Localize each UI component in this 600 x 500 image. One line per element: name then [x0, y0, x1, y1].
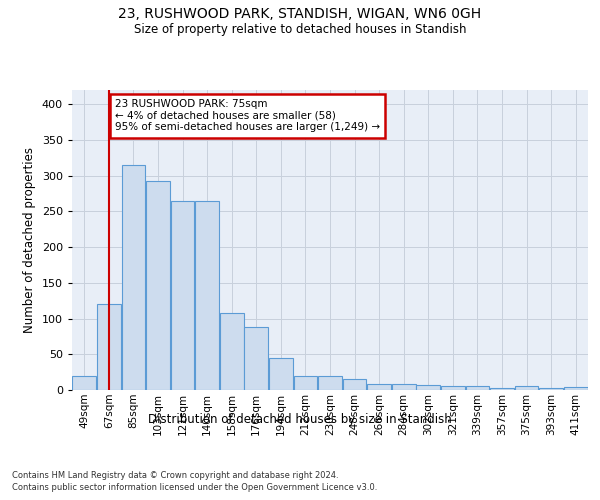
Bar	[466, 386, 490, 390]
Bar	[539, 388, 563, 390]
Bar	[220, 313, 244, 390]
Bar	[146, 180, 170, 390]
Text: Size of property relative to detached houses in Standish: Size of property relative to detached ho…	[134, 22, 466, 36]
Text: Contains public sector information licensed under the Open Government Licence v3: Contains public sector information licen…	[12, 484, 377, 492]
Bar	[73, 376, 96, 390]
Text: 23, RUSHWOOD PARK, STANDISH, WIGAN, WN6 0GH: 23, RUSHWOOD PARK, STANDISH, WIGAN, WN6 …	[118, 8, 482, 22]
Y-axis label: Number of detached properties: Number of detached properties	[23, 147, 36, 333]
Bar	[318, 376, 342, 390]
Bar	[441, 386, 465, 390]
Bar	[343, 380, 367, 390]
Bar	[195, 200, 219, 390]
Bar	[490, 388, 514, 390]
Bar	[392, 384, 416, 390]
Bar	[416, 385, 440, 390]
Bar	[293, 376, 317, 390]
Bar	[170, 200, 194, 390]
Bar	[564, 387, 587, 390]
Bar	[244, 327, 268, 390]
Text: 23 RUSHWOOD PARK: 75sqm
← 4% of detached houses are smaller (58)
95% of semi-det: 23 RUSHWOOD PARK: 75sqm ← 4% of detached…	[115, 100, 380, 132]
Bar	[97, 304, 121, 390]
Bar	[122, 165, 145, 390]
Text: Distribution of detached houses by size in Standish: Distribution of detached houses by size …	[148, 412, 452, 426]
Bar	[515, 386, 538, 390]
Bar	[269, 358, 293, 390]
Text: Contains HM Land Registry data © Crown copyright and database right 2024.: Contains HM Land Registry data © Crown c…	[12, 471, 338, 480]
Bar	[367, 384, 391, 390]
